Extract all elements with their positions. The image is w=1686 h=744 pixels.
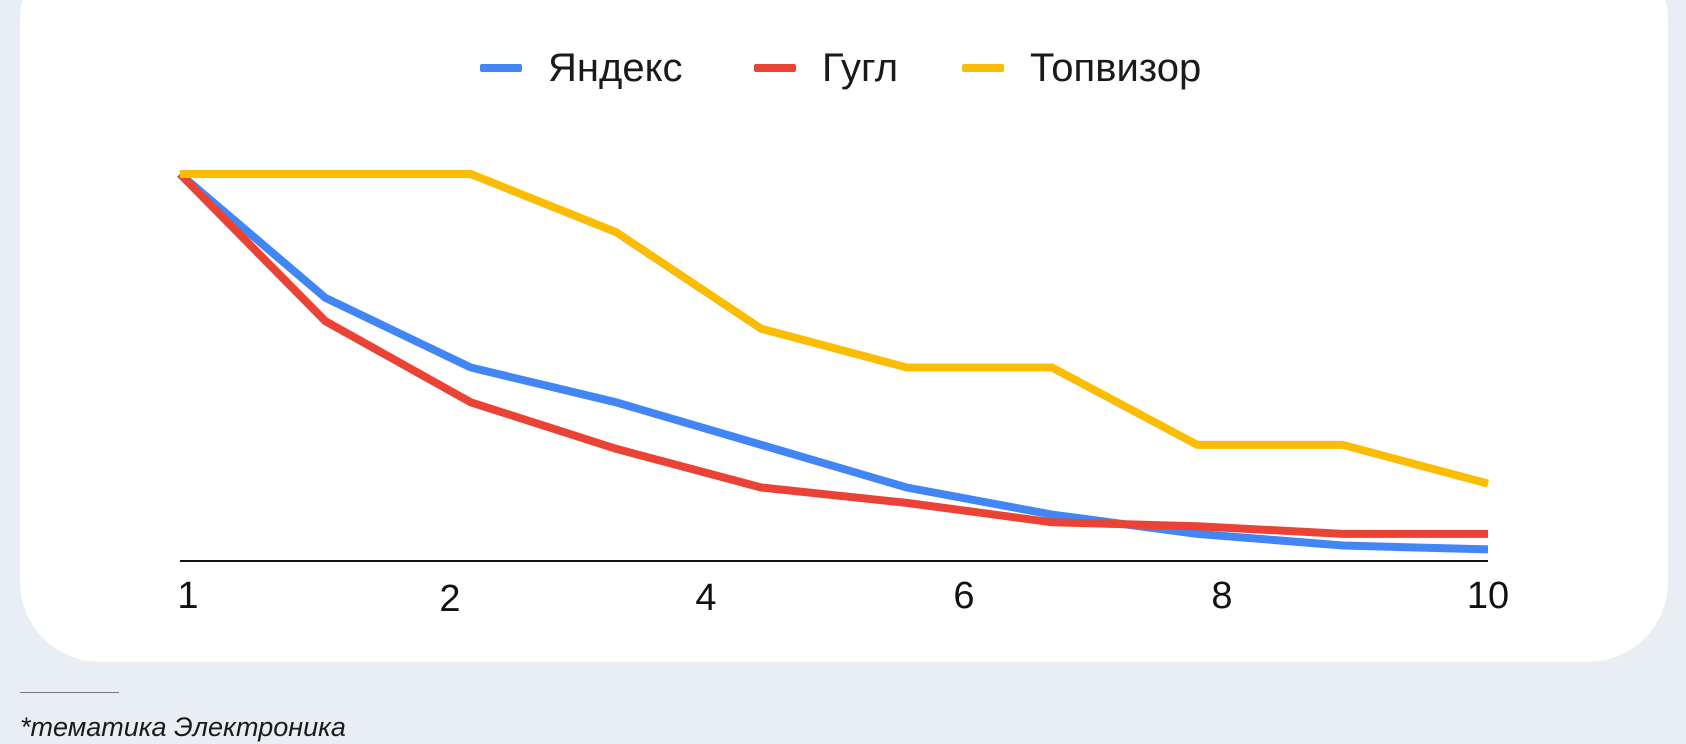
chart-card: [20, 0, 1668, 662]
x-tick-label: 4: [695, 577, 716, 619]
legend-swatch-google: [754, 64, 796, 72]
x-tick-label: 6: [953, 575, 974, 617]
legend-label-topvisor: Топвизор: [1030, 45, 1202, 90]
footnote-rule: [20, 692, 119, 693]
x-tick-label: 2: [439, 578, 460, 620]
legend-item-yandex: Яндекс: [480, 40, 683, 96]
x-axis-ticks: 1 2 4 6 8 10: [177, 575, 1509, 620]
x-tick-label: 8: [1211, 575, 1232, 617]
legend-label-yandex: Яндекс: [548, 45, 683, 90]
legend-swatch-topvisor: [962, 64, 1004, 72]
legend-item-topvisor: Топвизор: [962, 40, 1201, 96]
legend-label-google: Гугл: [822, 45, 899, 90]
series-layer: [177, 170, 1490, 554]
x-tick-label: 10: [1467, 575, 1509, 617]
series-line-topvisor: [180, 170, 1490, 488]
x-tick-label: 1: [177, 575, 198, 617]
chart-legend: Яндекс Гугл Топвизор: [0, 40, 1686, 100]
series-line-google: [177, 171, 1488, 538]
legend-swatch-yandex: [480, 64, 522, 72]
series-line-yandex: [177, 170, 1489, 554]
footnote: *тематика Электроника: [20, 712, 346, 742]
legend-item-google: Гугл: [754, 40, 898, 96]
